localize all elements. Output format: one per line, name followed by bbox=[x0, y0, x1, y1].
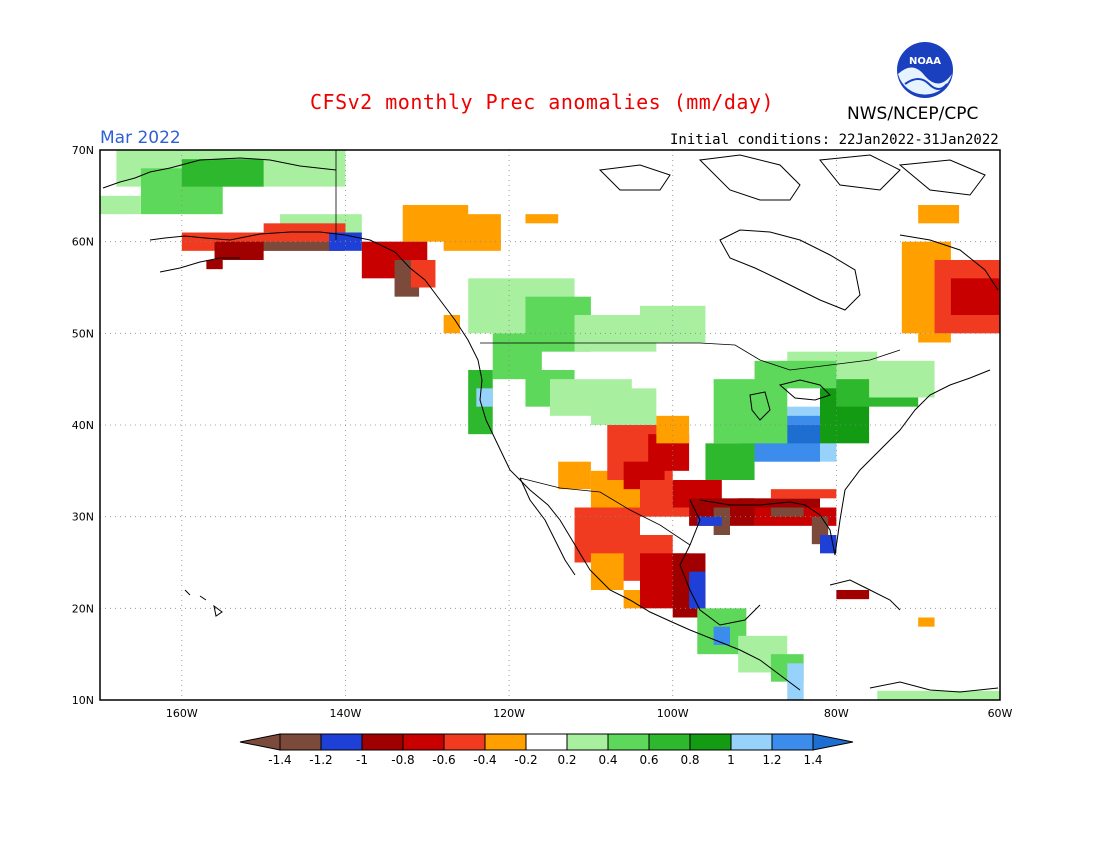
colorbar-swatch bbox=[279, 733, 322, 751]
anomaly-cell bbox=[640, 305, 706, 343]
x-axis-labels: 160W 140W 120W 100W 80W 60W bbox=[166, 707, 1013, 720]
anomaly-cell bbox=[787, 425, 820, 444]
logo-text: NOAA bbox=[909, 56, 941, 67]
colorbar-swatch bbox=[771, 733, 814, 751]
x-tick-label: 160W bbox=[166, 707, 198, 720]
anomaly-cell bbox=[918, 205, 960, 224]
colorbar-level-label: 0.8 bbox=[680, 753, 699, 767]
colorbar-level-label: -0.6 bbox=[432, 753, 455, 767]
anomaly-cell bbox=[836, 590, 870, 600]
colorbar-level-label: -0.2 bbox=[514, 753, 537, 767]
y-tick-label: 50N bbox=[72, 327, 94, 340]
y-tick-label: 10N bbox=[72, 694, 94, 707]
anomaly-cell bbox=[100, 195, 141, 215]
anomaly-cell bbox=[705, 443, 755, 480]
y-tick-label: 30N bbox=[72, 511, 94, 524]
y-tick-label: 40N bbox=[72, 419, 94, 432]
colorbar-min-arrow bbox=[239, 733, 281, 751]
colorbar-level-label: -0.4 bbox=[473, 753, 496, 767]
anomaly-cell bbox=[918, 333, 951, 343]
anomaly-cell bbox=[656, 415, 690, 444]
colorbar-swatch bbox=[402, 733, 445, 751]
x-tick-label: 120W bbox=[493, 707, 525, 720]
anomaly-cell bbox=[689, 571, 706, 609]
anomaly-cell bbox=[206, 260, 223, 270]
anomaly-field bbox=[100, 150, 1000, 700]
anomaly-cell bbox=[770, 507, 804, 517]
plot-frame bbox=[99, 149, 1001, 701]
chart-title: CFSv2 monthly Prec anomalies (mm/day) bbox=[310, 90, 775, 114]
y-tick-label: 70N bbox=[72, 144, 94, 157]
colorbar-level-label: 1 bbox=[727, 753, 735, 767]
anomaly-cell bbox=[770, 489, 837, 499]
x-tick-label: 100W bbox=[657, 707, 689, 720]
anomaly-cell bbox=[443, 214, 501, 251]
colorbar-level-label: 0.2 bbox=[557, 753, 576, 767]
y-tick-label: 20N bbox=[72, 602, 94, 615]
anomaly-cell bbox=[877, 690, 1000, 700]
anomaly-cell bbox=[410, 260, 436, 288]
colorbar-swatch bbox=[525, 733, 568, 751]
anomaly-cell bbox=[713, 626, 730, 645]
anomaly-cell bbox=[558, 461, 591, 490]
anomaly-cell bbox=[623, 590, 640, 609]
anomaly-cell bbox=[230, 241, 346, 251]
anomaly-cell bbox=[525, 214, 559, 224]
initial-conditions-label: Initial conditions: 22Jan2022-31Jan2022 bbox=[670, 132, 999, 148]
graticule bbox=[100, 150, 1000, 700]
anomaly-cell bbox=[443, 315, 460, 334]
anomaly-cell bbox=[869, 360, 935, 398]
colorbar-swatch bbox=[730, 733, 773, 751]
x-tick-label: 60W bbox=[988, 707, 1013, 720]
anomaly-cell bbox=[787, 663, 804, 700]
y-tick-label: 60N bbox=[72, 236, 94, 249]
anomaly-cell bbox=[918, 617, 935, 627]
colorbar-level-label: -1.2 bbox=[309, 753, 332, 767]
colorbar-level-label: 0.4 bbox=[598, 753, 617, 767]
anomaly-cell bbox=[713, 379, 788, 444]
colorbar-max-arrow bbox=[812, 733, 854, 751]
anomaly-cell bbox=[214, 241, 264, 260]
anomaly-cell bbox=[697, 516, 722, 526]
x-tick-label: 140W bbox=[330, 707, 362, 720]
anomaly-cell bbox=[263, 223, 346, 233]
colorbar-swatch bbox=[484, 733, 527, 751]
colorbar-swatch bbox=[320, 733, 363, 751]
colorbar-swatch bbox=[607, 733, 650, 751]
colorbar-level-label: 0.6 bbox=[639, 753, 658, 767]
colorbar-level-label: 1.2 bbox=[762, 753, 781, 767]
colorbar-swatch bbox=[689, 733, 732, 751]
colorbar-level-label: -0.8 bbox=[391, 753, 414, 767]
colorbar: -1.4 -1.2 -1 -0.8 -0.6 -0.4 -0.2 0.2 0.4 0.6 0.8 1 1… bbox=[239, 733, 854, 767]
anomaly-cell bbox=[590, 553, 624, 590]
x-tick-label: 80W bbox=[824, 707, 849, 720]
noaa-logo: NOAA bbox=[897, 42, 953, 98]
colorbar-swatch bbox=[648, 733, 691, 751]
anomaly-cell bbox=[754, 360, 837, 389]
anomaly-cell bbox=[950, 278, 1000, 315]
valid-month-label: Mar 2022 bbox=[100, 128, 181, 148]
coastlines bbox=[102, 150, 999, 693]
colorbar-swatch bbox=[566, 733, 609, 751]
anomaly-cell bbox=[590, 388, 657, 425]
colorbar-swatch bbox=[443, 733, 486, 751]
colorbar-swatch bbox=[361, 733, 404, 751]
colorbar-level-label: -1.4 bbox=[268, 753, 291, 767]
colorbar-level-label: 1.4 bbox=[803, 753, 822, 767]
y-axis-labels: 70N 60N 50N 40N 30N 20N 10N bbox=[72, 144, 94, 707]
agency-label: NWS/NCEP/CPC bbox=[847, 104, 979, 124]
anomaly-cell bbox=[181, 159, 264, 187]
colorbar-level-label: -1 bbox=[356, 753, 368, 767]
anomaly-cell bbox=[476, 388, 493, 407]
